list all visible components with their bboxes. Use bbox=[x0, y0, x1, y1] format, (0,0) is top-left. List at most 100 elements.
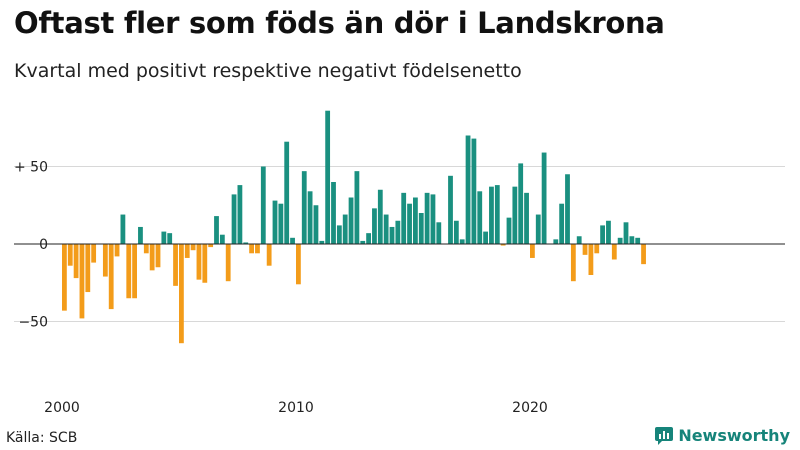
bar bbox=[465, 135, 471, 244]
bar bbox=[266, 244, 272, 266]
grid-lines bbox=[14, 166, 785, 322]
bar bbox=[167, 233, 173, 244]
bars bbox=[62, 110, 646, 344]
bar bbox=[272, 200, 278, 244]
bar bbox=[214, 216, 219, 244]
bar bbox=[430, 194, 436, 244]
x-tick-label: 2000 bbox=[44, 400, 80, 416]
bar bbox=[342, 214, 348, 244]
bar bbox=[173, 244, 178, 286]
bar bbox=[489, 186, 494, 244]
bar bbox=[477, 191, 483, 244]
bar bbox=[102, 244, 108, 277]
bar bbox=[290, 237, 295, 244]
bar bbox=[629, 236, 635, 244]
bar bbox=[354, 171, 360, 244]
bar bbox=[483, 231, 488, 244]
y-tick-label: 0 bbox=[39, 237, 48, 253]
bar bbox=[413, 197, 418, 244]
bar bbox=[389, 226, 395, 244]
x-tick-label: 2020 bbox=[512, 400, 548, 416]
bar bbox=[360, 240, 366, 244]
bar bbox=[395, 220, 401, 244]
bar bbox=[319, 240, 325, 244]
chart-title: Oftast fler som föds än dör i Landskrona bbox=[14, 6, 665, 40]
bar bbox=[518, 163, 524, 244]
bar bbox=[219, 234, 225, 244]
bar bbox=[453, 220, 459, 244]
bar bbox=[325, 110, 331, 244]
bar bbox=[582, 244, 588, 255]
bar bbox=[202, 244, 208, 283]
bar bbox=[617, 237, 623, 244]
bar bbox=[62, 244, 67, 311]
bar bbox=[73, 244, 79, 279]
bar bbox=[553, 239, 559, 244]
bar bbox=[471, 138, 477, 244]
bar bbox=[161, 231, 167, 244]
bar bbox=[459, 239, 465, 244]
bar bbox=[377, 189, 383, 244]
bar bbox=[237, 185, 243, 244]
bar bbox=[641, 244, 646, 265]
bar bbox=[635, 237, 641, 244]
bar bbox=[559, 203, 565, 244]
y-tick-label: + 50 bbox=[14, 160, 48, 176]
bar bbox=[67, 244, 73, 266]
bar bbox=[401, 192, 407, 244]
bar bbox=[372, 208, 377, 244]
bar bbox=[296, 244, 301, 285]
bar bbox=[284, 141, 290, 244]
bar bbox=[243, 242, 249, 244]
bar bbox=[436, 222, 442, 244]
bar bbox=[132, 244, 137, 299]
bar bbox=[448, 175, 453, 244]
bar bbox=[611, 244, 617, 260]
bar bbox=[494, 185, 500, 244]
bar bbox=[424, 192, 430, 244]
bar bbox=[570, 244, 576, 282]
x-tick-label: 2010 bbox=[278, 400, 314, 416]
bar bbox=[255, 244, 260, 254]
bar bbox=[576, 236, 582, 244]
bar bbox=[383, 214, 389, 244]
bar bbox=[301, 171, 307, 244]
bar bbox=[594, 244, 600, 254]
bar bbox=[530, 244, 535, 258]
bar bbox=[225, 244, 231, 282]
bar bbox=[366, 233, 371, 244]
bar bbox=[231, 194, 237, 244]
bar bbox=[606, 220, 611, 244]
bar bbox=[600, 225, 605, 244]
bar bbox=[155, 244, 161, 268]
bar bbox=[260, 166, 266, 244]
bar bbox=[348, 197, 354, 244]
bar bbox=[506, 217, 512, 244]
bar bbox=[588, 244, 594, 275]
bar bbox=[407, 203, 412, 244]
bar bbox=[79, 244, 85, 319]
bar bbox=[126, 244, 132, 299]
bar bbox=[114, 244, 120, 257]
newsworthy-logo-icon bbox=[655, 426, 674, 445]
bar bbox=[278, 203, 284, 244]
bar bbox=[418, 213, 424, 244]
axes: + 50 0 −50 2000 2010 2020 bbox=[14, 160, 785, 416]
bar bbox=[179, 244, 184, 344]
chart-subtitle: Kvartal med positivt respektive negativt… bbox=[14, 60, 522, 82]
bar bbox=[331, 182, 336, 244]
bar bbox=[500, 244, 506, 246]
bar bbox=[208, 244, 214, 248]
bar bbox=[336, 225, 342, 244]
bar bbox=[184, 244, 190, 258]
y-tick-label: −50 bbox=[18, 315, 48, 331]
bar bbox=[307, 191, 313, 244]
brand-logo: Newsworthy bbox=[655, 426, 790, 445]
bar bbox=[249, 244, 254, 254]
bar bbox=[143, 244, 149, 254]
bar bbox=[138, 226, 143, 244]
source-note: Källa: SCB bbox=[6, 430, 78, 446]
bar bbox=[535, 214, 541, 244]
bar bbox=[512, 186, 518, 244]
